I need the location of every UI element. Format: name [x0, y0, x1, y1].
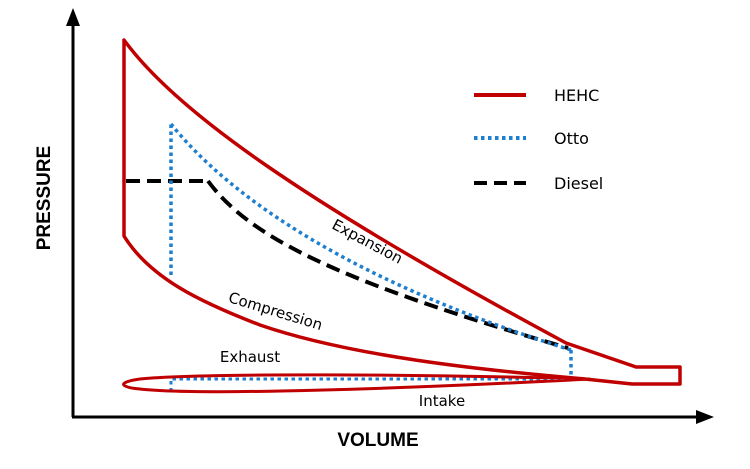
expansion-label: Expansion [329, 216, 406, 268]
legend-label-hehc: HEHC [554, 86, 599, 105]
axes [66, 8, 714, 424]
otto-expansion-curve [169, 122, 572, 352]
hehc-main-loop [122, 38, 682, 386]
x-axis-arrowhead [696, 410, 714, 424]
hehc-cycle [122, 38, 682, 394]
exhaust-label: Exhaust [220, 348, 280, 366]
diesel-cycle [126, 179, 569, 350]
x-axis-title: VOLUME [337, 430, 418, 451]
y-axis-arrowhead [66, 8, 80, 26]
intake-label: Intake [419, 392, 465, 410]
legend-label-diesel: Diesel [554, 174, 603, 193]
diesel-expansion-curve [206, 179, 569, 350]
legend-label-otto: Otto [554, 129, 589, 148]
legend: HEHC Otto Diesel [474, 86, 603, 193]
y-axis-title: PRESSURE [34, 146, 55, 251]
otto-cycle [169, 122, 573, 390]
hehc-pumping-loop [122, 373, 591, 394]
compression-label: Compression [226, 288, 324, 334]
